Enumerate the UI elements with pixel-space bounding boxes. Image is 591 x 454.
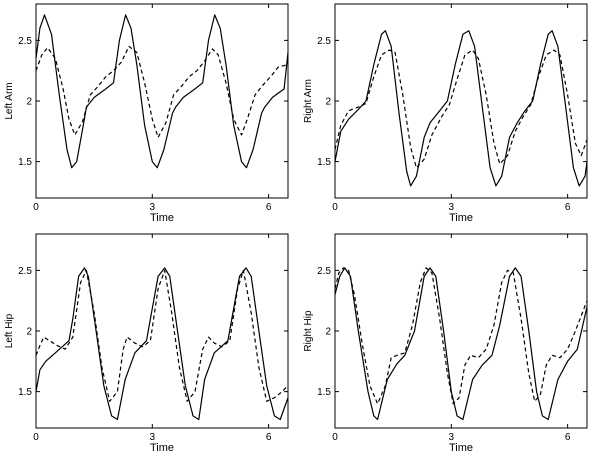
series-line-solid [35,14,289,169]
x-axis-label: Time [449,212,473,224]
series-line-dashed [35,269,289,402]
y-axis-label: Right Arm [303,79,314,123]
x-tick-label: 6 [565,432,571,443]
panel-left-hip: 0 3 6 1.5 2 2.5 Left Hip Time [4,233,289,454]
x-tick-label: 0 [332,202,338,213]
x-tick-label: 3 [150,202,156,213]
panel-right-hip: 0 3 6 1.5 2 2.5 Right Hip Time [303,233,588,454]
panel-left-arm: 0 3 6 1.5 2 2.5 Left Arm Time [4,3,289,224]
series-line-solid [334,30,588,187]
y-axis-label: Left Hip [4,313,15,348]
plot-marks: 0 3 6 1.5 2 2.5 [317,234,588,443]
x-tick-label: 3 [449,432,455,443]
y-axis-label: Left Arm [4,82,15,119]
y-tick-label: 2.5 [18,266,32,277]
y-tick-label: 2 [325,327,331,338]
y-tick-label: 2 [325,97,331,108]
series-line-solid [334,267,588,421]
x-axis-label: Time [150,212,174,224]
plot-frame [334,233,588,429]
y-tick-label: 2.5 [18,36,32,47]
y-tick-label: 2.5 [317,266,331,277]
x-tick-label: 6 [266,202,272,213]
plot-marks: 0 3 6 1.5 2 2.5 [18,234,289,443]
y-axis-label: Right Hip [303,310,314,352]
x-axis-label: Time [150,442,174,454]
series-line-solid [35,267,289,421]
x-tick-label: 0 [33,432,39,443]
plot-frame [35,3,289,199]
y-tick-label: 2.5 [317,36,331,47]
y-tick-label: 2 [26,327,32,338]
x-tick-label: 6 [266,432,272,443]
plot-marks: 0 3 6 1.5 2 2.5 [18,4,289,213]
x-tick-label: 0 [33,202,39,213]
plot-marks: 0 3 6 1.5 2 2.5 [317,4,588,213]
y-tick-label: 1.5 [317,387,331,398]
y-tick-label: 1.5 [317,157,331,168]
x-tick-label: 0 [332,432,338,443]
y-tick-label: 2 [26,97,32,108]
panel-right-arm: 0 3 6 1.5 2 2.5 Right Arm Time [303,3,588,224]
y-tick-label: 1.5 [18,387,32,398]
x-axis-label: Time [449,442,473,454]
series-line-dashed [334,49,588,169]
x-tick-label: 6 [565,202,571,213]
x-tick-label: 3 [150,432,156,443]
y-tick-label: 1.5 [18,157,32,168]
x-tick-label: 3 [449,202,455,213]
series-line-dashed [35,45,289,138]
series-line-dashed [334,267,588,405]
